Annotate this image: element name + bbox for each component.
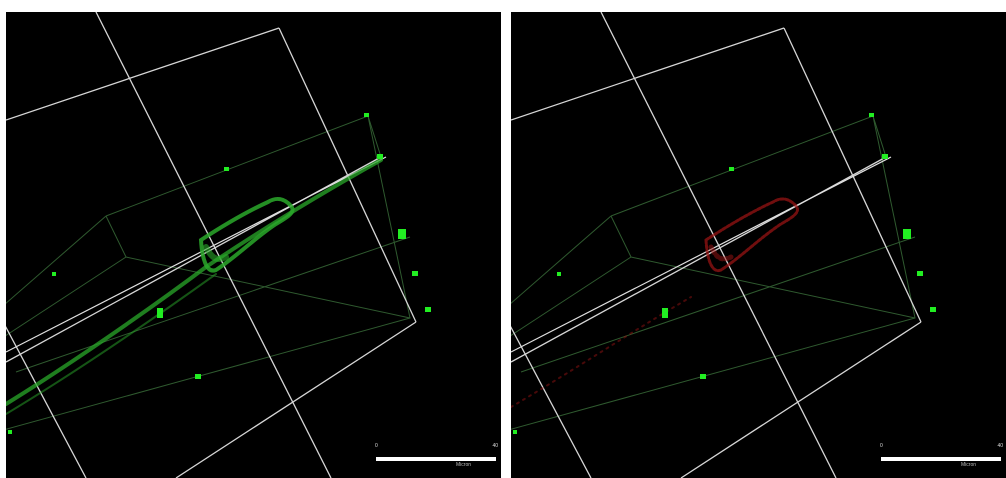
scale-bar-start-label: 0: [880, 443, 883, 449]
scale-bar: 0 40 Micron: [375, 443, 498, 468]
microscopy-panel-green: 0 40 Micron: [6, 12, 501, 478]
scale-bar-unit: Micron: [456, 462, 472, 468]
scale-bar-end-label: 40: [492, 443, 498, 449]
fiber-line: [6, 156, 387, 353]
3d-render-red: [511, 12, 936, 478]
scale-bar-start-label: 0: [375, 443, 378, 449]
fiducial-markers: [8, 113, 431, 434]
scale-bar-unit: Micron: [961, 462, 977, 468]
inner-bounding-box: [511, 115, 916, 430]
outer-bounding-box: [6, 12, 417, 478]
scale-bar-line: [376, 457, 496, 461]
fiber-line: [511, 156, 892, 353]
fiducial-markers: [513, 113, 936, 434]
microscopy-panel-red: 0 40 Micron: [511, 12, 1006, 478]
fluorescent-fiber-signal: [511, 197, 799, 408]
scale-bar-line: [881, 457, 1001, 461]
3d-render-green: [6, 12, 431, 478]
fluorescent-fiber-signal: [6, 158, 383, 415]
scale-bar: 0 40 Micron: [880, 443, 1003, 468]
inner-bounding-box: [6, 115, 411, 430]
scale-bar-end-label: 40: [997, 443, 1003, 449]
outer-bounding-box: [511, 12, 922, 478]
